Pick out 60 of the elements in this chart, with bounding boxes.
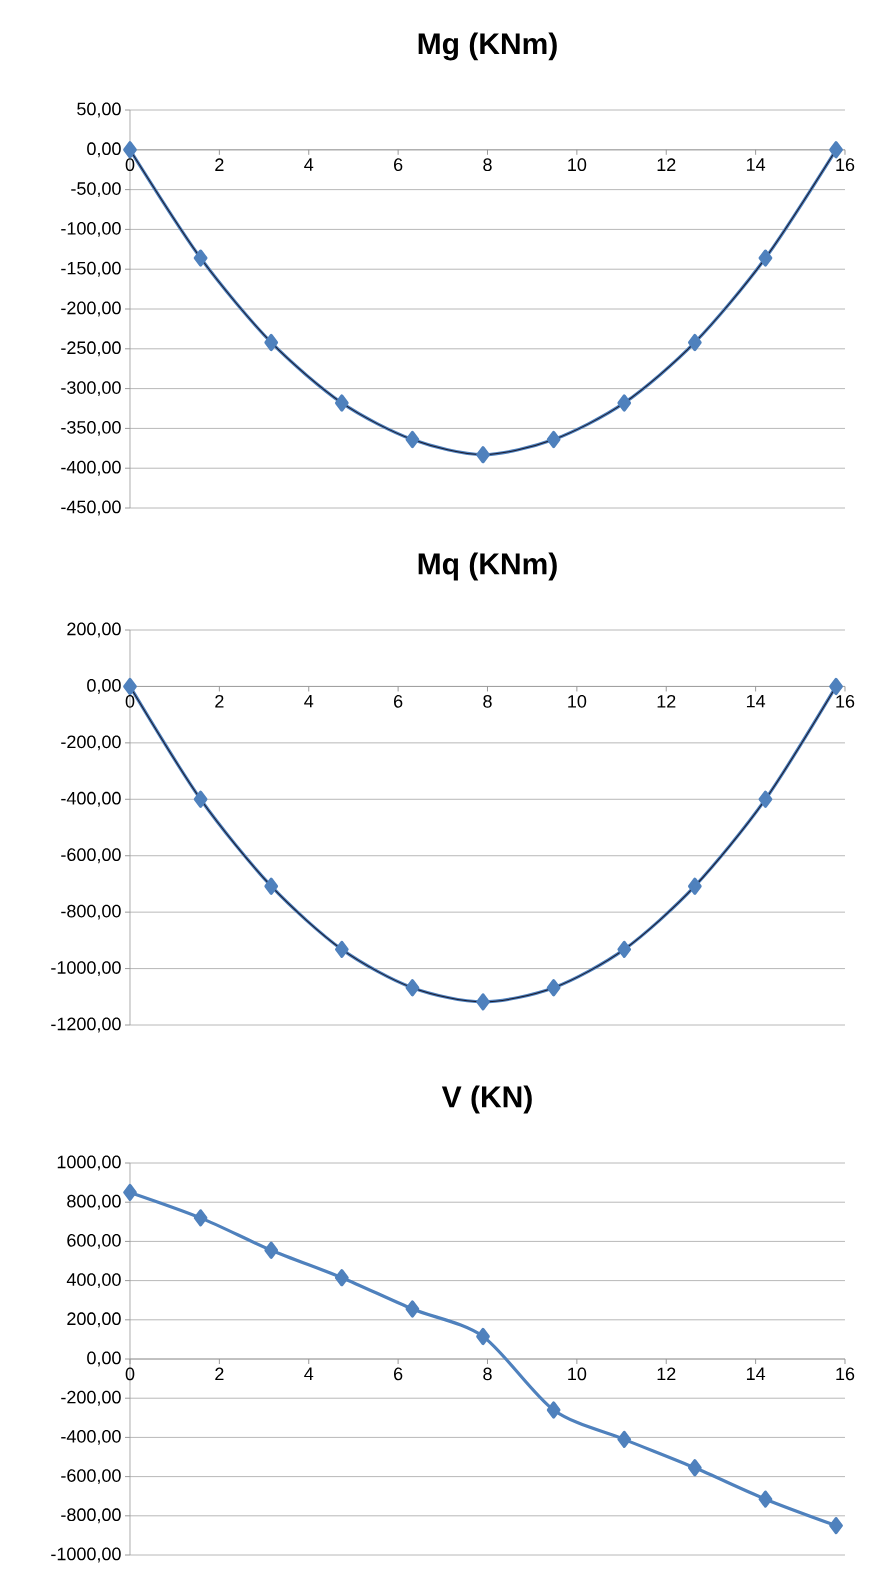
x-tick-label: 0 [125, 158, 135, 172]
chart-title: Mg (KNm) [418, 32, 557, 61]
y-tick-label: -400,00 [61, 791, 121, 807]
x-tick-label: 6 [394, 694, 403, 708]
x-tick-label: 6 [394, 158, 403, 172]
x-tick-label: 2 [215, 694, 224, 708]
y-tick-label: 0,00 [87, 678, 121, 694]
y-tick-label: -250,00 [61, 341, 121, 357]
x-tick-label: 0 [125, 694, 135, 708]
x-tick-label: 16 [836, 694, 855, 708]
x-tick-label: 14 [746, 1367, 766, 1380]
y-tick-label: -150,00 [61, 261, 121, 277]
y-tick-label: 0,00 [87, 1351, 121, 1367]
x-tick-label: 10 [568, 158, 587, 172]
x-tick-label: 10 [568, 694, 587, 708]
x-tick-label: 4 [304, 694, 314, 708]
y-tick-label: -300,00 [61, 381, 121, 397]
x-tick-label: 0 [125, 1367, 135, 1381]
x-tick-label: 10 [568, 1367, 587, 1381]
x-tick-label: 12 [657, 694, 676, 708]
y-tick-label: -200,00 [61, 301, 121, 317]
y-tick-label: 0,00 [87, 142, 121, 158]
y-tick-label: -50,00 [71, 182, 121, 198]
chart-title: Mq (KNm) [418, 552, 557, 581]
y-tick-label: -100,00 [61, 221, 121, 237]
x-tick-label: 14 [746, 158, 766, 171]
x-tick-label: 12 [657, 158, 676, 171]
x-tick-label: 6 [394, 1367, 403, 1381]
y-tick-label: -350,00 [61, 420, 121, 436]
y-tick-label: -200,00 [61, 735, 121, 751]
y-tick-label: -1000,00 [51, 961, 121, 977]
y-tick-label: 1000,00 [57, 1155, 121, 1171]
y-tick-label: -1200,00 [51, 1017, 121, 1033]
y-tick-label: 50,00 [77, 102, 121, 118]
x-tick-label: 8 [483, 1367, 492, 1381]
x-tick-label: 4 [304, 1367, 314, 1380]
y-tick-label: -200,00 [61, 1390, 121, 1406]
x-tick-label: 8 [483, 694, 492, 708]
x-tick-label: 12 [657, 1367, 676, 1381]
x-tick-label: 2 [215, 1367, 224, 1381]
y-tick-label: 200,00 [67, 622, 121, 638]
x-tick-label: 16 [836, 1367, 855, 1381]
x-tick-label: 16 [836, 158, 855, 172]
y-tick-label: -800,00 [61, 1508, 121, 1524]
y-tick-label: -600,00 [61, 1469, 121, 1485]
y-tick-label: -450,00 [61, 500, 121, 516]
y-tick-label: -800,00 [61, 904, 121, 920]
x-tick-label: 4 [304, 158, 314, 171]
y-tick-label: -400,00 [61, 1429, 121, 1445]
chart-title: V (KN) [441, 1085, 532, 1114]
y-tick-label: 400,00 [66, 1273, 121, 1289]
y-tick-label: 600,00 [67, 1233, 121, 1249]
y-tick-label: -600,00 [61, 848, 121, 864]
y-tick-label: -1000,00 [51, 1547, 121, 1563]
y-tick-label: 200,00 [67, 1312, 121, 1328]
y-tick-label: 800,00 [67, 1194, 121, 1210]
x-tick-label: 2 [215, 158, 224, 171]
y-tick-label: -400,00 [61, 460, 121, 476]
x-tick-label: 14 [746, 694, 766, 708]
x-tick-label: 8 [483, 158, 492, 172]
